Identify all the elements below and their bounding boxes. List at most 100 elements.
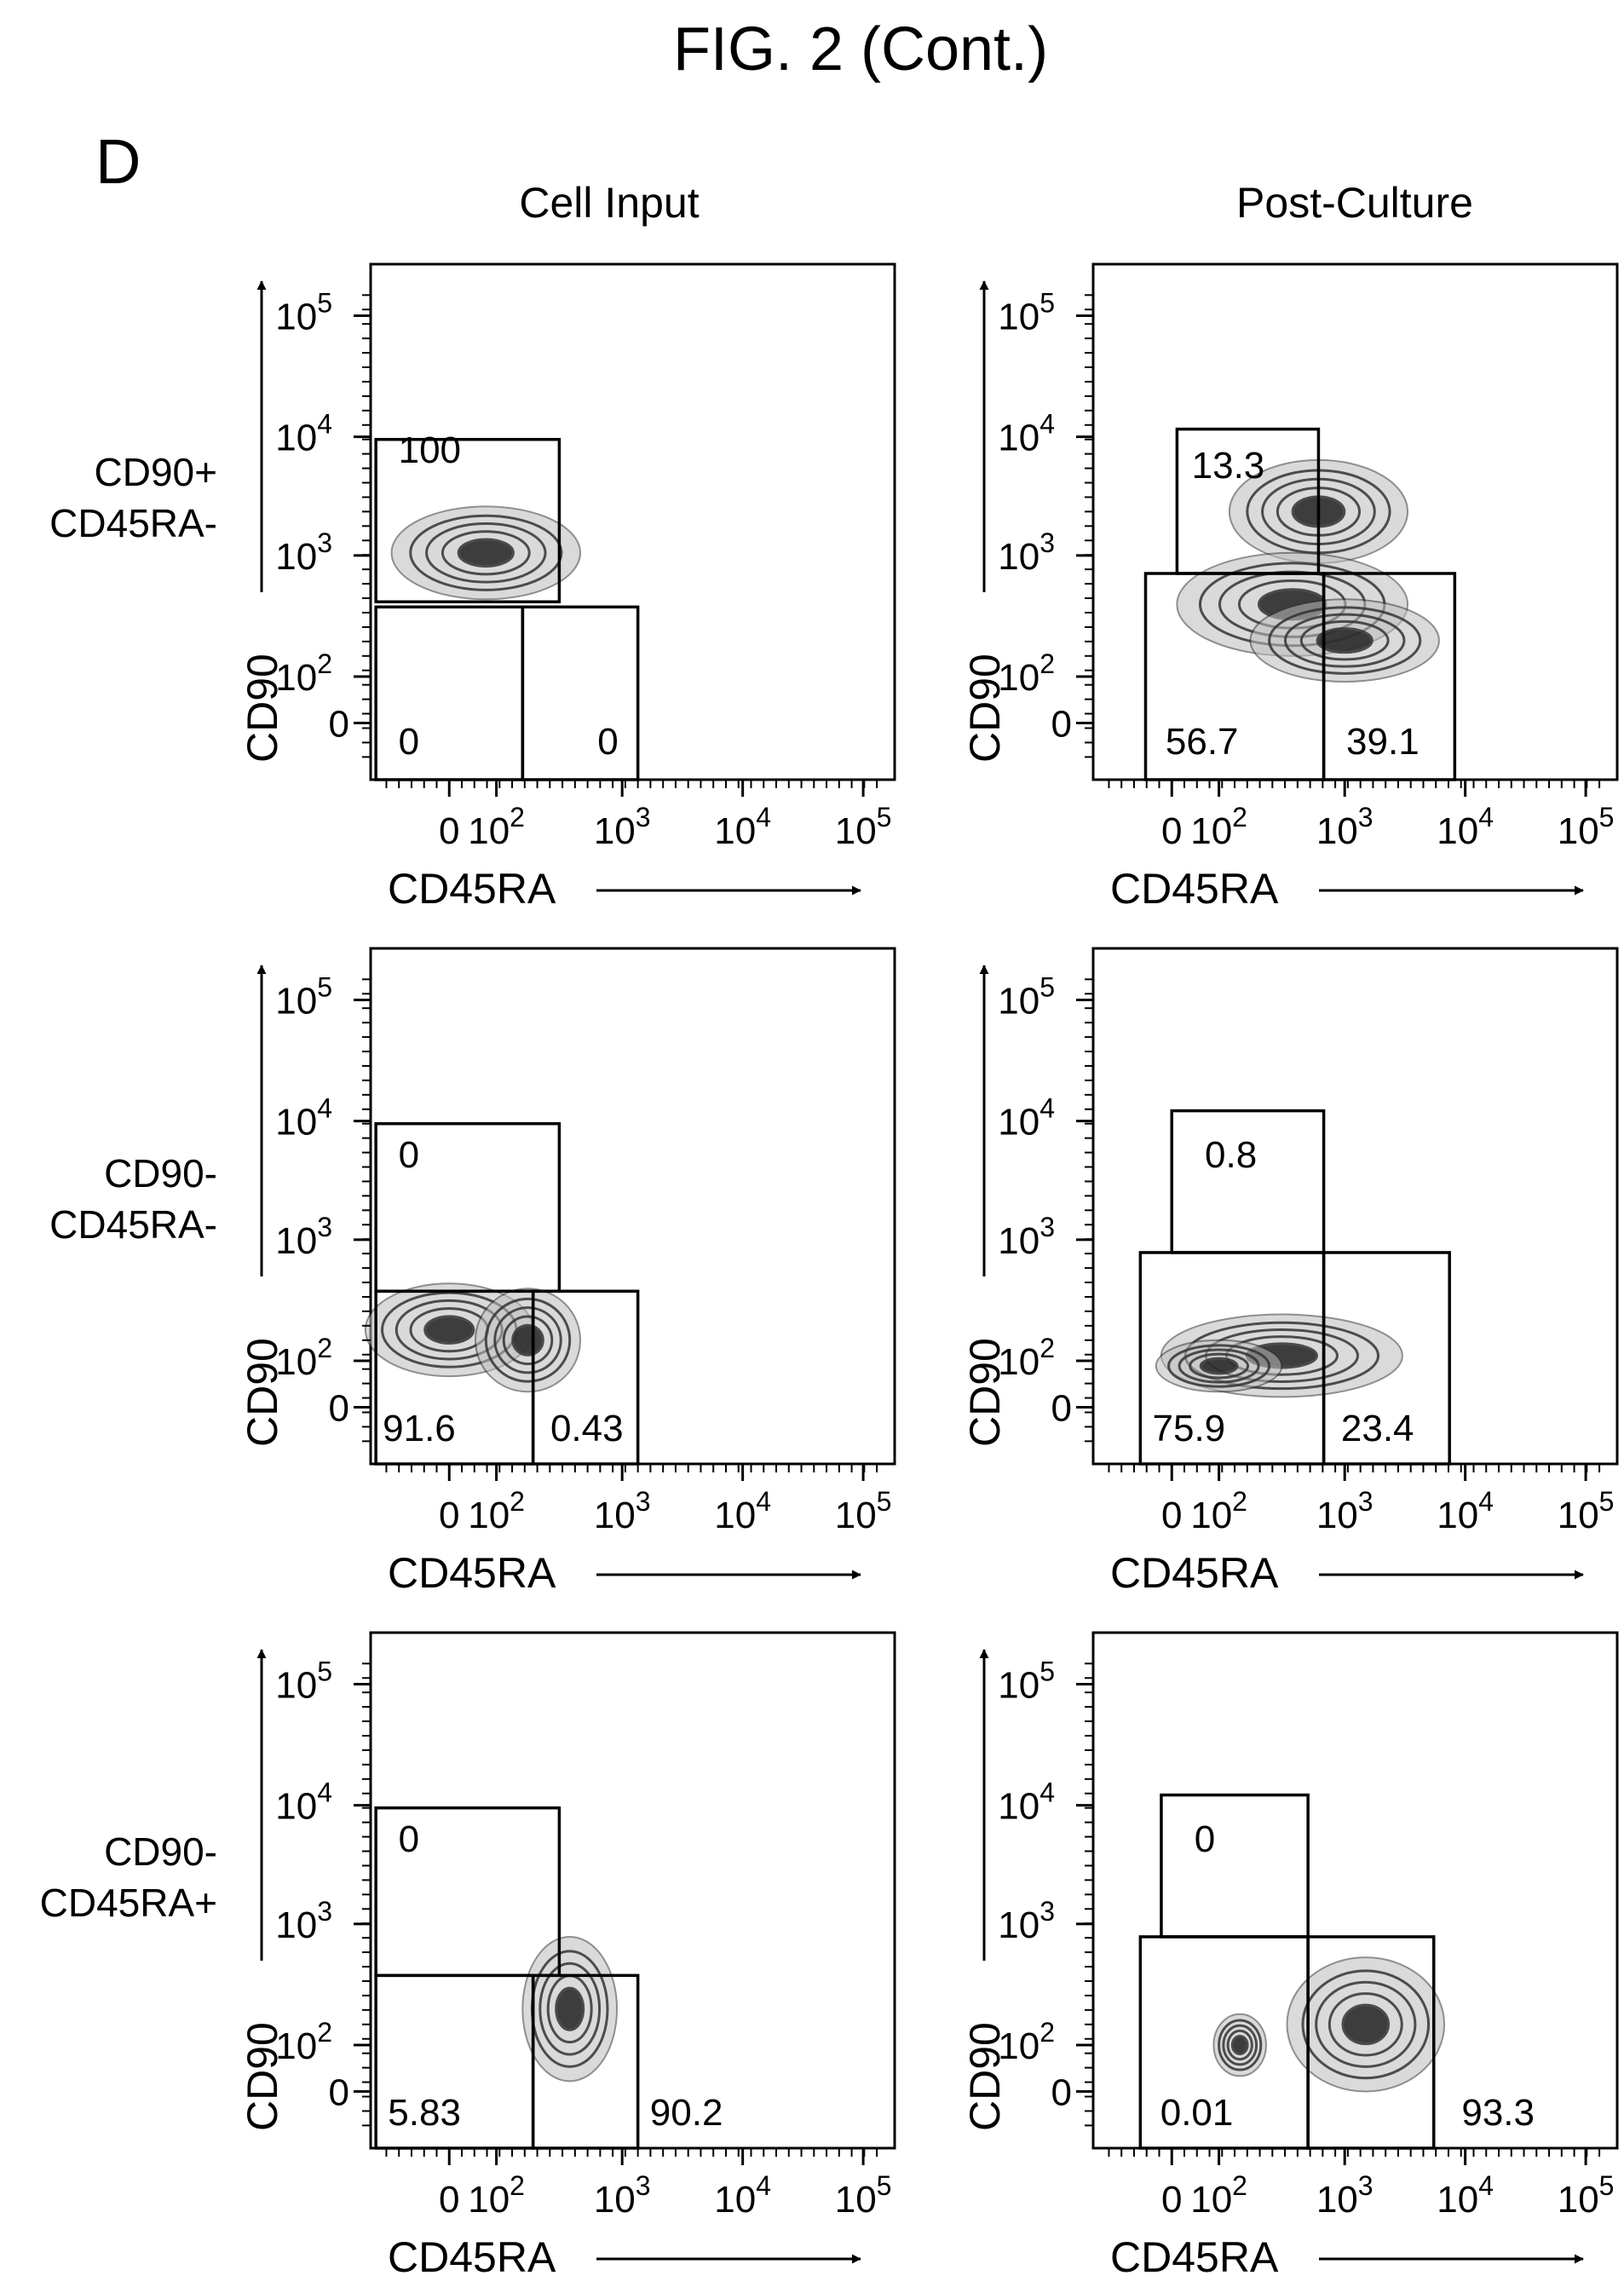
- row-labels: CD90+ CD45RA- CD90- CD45RA- CD90- CD45RA…: [40, 450, 217, 1925]
- density-contour: [1301, 1969, 1431, 2080]
- y-tick-label: 103: [275, 1896, 332, 1946]
- x-tick-label: 103: [1316, 1486, 1373, 1536]
- row-label-2-line-2: CD45RA-: [49, 1202, 217, 1247]
- x-tick-label: 102: [468, 802, 525, 852]
- tick-exponent: 4: [1039, 409, 1055, 440]
- gate-percent-label: 0.01: [1160, 2092, 1234, 2134]
- x-tick-label: 102: [468, 2170, 525, 2221]
- density-contour: [1341, 2003, 1391, 2046]
- x-tick-label: 105: [835, 1486, 892, 1536]
- tick-exponent: 5: [317, 1656, 332, 1687]
- x-tick-label: 105: [1558, 802, 1615, 852]
- density-contour: [457, 538, 515, 568]
- x-tick-label: 103: [594, 1486, 651, 1536]
- x-tick-label: 104: [714, 2170, 771, 2221]
- tick-exponent: 4: [317, 1093, 332, 1124]
- gate-percent-label: 90.2: [650, 2092, 723, 2134]
- x-tick-label: 0: [1161, 2179, 1182, 2221]
- tick-exponent: 2: [1232, 2170, 1247, 2201]
- x-tick-label: 104: [714, 1486, 771, 1536]
- density-contour: [409, 514, 563, 591]
- density-contour: [1199, 1357, 1239, 1375]
- density-contour: [1218, 2019, 1263, 2071]
- tick-exponent: 3: [317, 1896, 332, 1927]
- gate-percent-label: 39.1: [1346, 721, 1420, 763]
- tick-exponent: 2: [1232, 802, 1247, 833]
- tick-exponent: 2: [317, 2017, 332, 2048]
- tick-exponent: 5: [317, 288, 332, 319]
- y-tick-label: 105: [998, 1656, 1055, 1707]
- tick-exponent: 4: [317, 1777, 332, 1808]
- density-contour: [555, 1986, 585, 2031]
- tick-exponent: 4: [1039, 1777, 1055, 1808]
- tick-exponent: 5: [1599, 1486, 1615, 1517]
- x-axis-title: CD45RA: [388, 1549, 556, 1597]
- y-axis-title: CD90: [961, 1338, 1009, 1447]
- x-tick-label: 0: [439, 2179, 459, 2221]
- x-axis-title: CD45RA: [388, 865, 556, 913]
- y-tick-label: 104: [275, 1777, 332, 1828]
- gate-3: [531, 1973, 640, 2150]
- density-contour: [1283, 613, 1406, 668]
- y-axis-title: CD90: [239, 654, 286, 763]
- tick-exponent: 5: [877, 802, 892, 833]
- density-contour: [1299, 619, 1390, 661]
- tick-exponent: 5: [877, 1486, 892, 1517]
- density-contour: [502, 1315, 554, 1366]
- density-contour: [1315, 1980, 1417, 2068]
- density-contour: [511, 1323, 544, 1357]
- x-tick-label: 104: [1437, 2170, 1494, 2221]
- x-tick-label: 0: [439, 1495, 459, 1536]
- y-tick-label: 102: [998, 648, 1055, 699]
- tick-exponent: 5: [1039, 972, 1055, 1003]
- x-axis-title: CD45RA: [388, 2233, 556, 2281]
- density-contour: [484, 1297, 572, 1383]
- y-tick-label: 105: [275, 288, 332, 338]
- tick-exponent: 3: [1039, 527, 1055, 558]
- y-tick-label: 0: [329, 703, 349, 745]
- gate-percent-label: 5.83: [388, 2092, 461, 2134]
- panel-letter: D: [95, 126, 141, 197]
- row-label-1-line-2: CD45RA-: [49, 501, 217, 545]
- density-contour: [1222, 2024, 1258, 2066]
- tick-exponent: 3: [1358, 2170, 1373, 2201]
- x-tick-label: 0: [1161, 810, 1182, 852]
- gate-percent-label: 93.3: [1461, 2092, 1535, 2134]
- y-axis-title: CD90: [239, 2022, 286, 2131]
- y-axis-title: CD90: [961, 654, 1009, 763]
- gate-percent-label: 0.43: [550, 1408, 624, 1449]
- y-tick-label: 0: [1051, 2071, 1072, 2113]
- tick-exponent: 3: [317, 1212, 332, 1242]
- density-contour: [1316, 627, 1373, 654]
- y-axis-title: CD90: [961, 2022, 1009, 2131]
- density-contour: [1189, 1352, 1250, 1380]
- gate-3: [1306, 1935, 1436, 2150]
- x-tick-label: 105: [1558, 1486, 1615, 1536]
- x-tick-label: 105: [835, 802, 892, 852]
- gate-percent-label: 0: [597, 721, 618, 763]
- tick-exponent: 2: [510, 2170, 525, 2201]
- tick-exponent: 4: [1478, 802, 1494, 833]
- tick-exponent: 5: [1039, 1656, 1055, 1687]
- y-tick-label: 103: [998, 527, 1055, 578]
- tick-exponent: 2: [510, 802, 525, 833]
- y-tick-label: 105: [275, 1656, 332, 1707]
- tick-exponent: 2: [317, 1333, 332, 1363]
- tick-exponent: 3: [636, 802, 651, 833]
- gate-1: [1160, 1793, 1310, 1939]
- tick-exponent: 5: [877, 2170, 892, 2201]
- gate-3: [531, 1289, 640, 1466]
- y-tick-label: 105: [275, 972, 332, 1023]
- row-label-3-line-1: CD90-: [104, 1829, 217, 1874]
- x-tick-label: 103: [1316, 2170, 1373, 2221]
- gate-percent-label: 23.4: [1341, 1408, 1414, 1449]
- y-axis-title: CD90: [239, 1338, 286, 1447]
- gate-percent-label: 91.6: [383, 1408, 456, 1449]
- density-contour: [423, 1315, 475, 1345]
- density-contour: [1178, 1348, 1260, 1384]
